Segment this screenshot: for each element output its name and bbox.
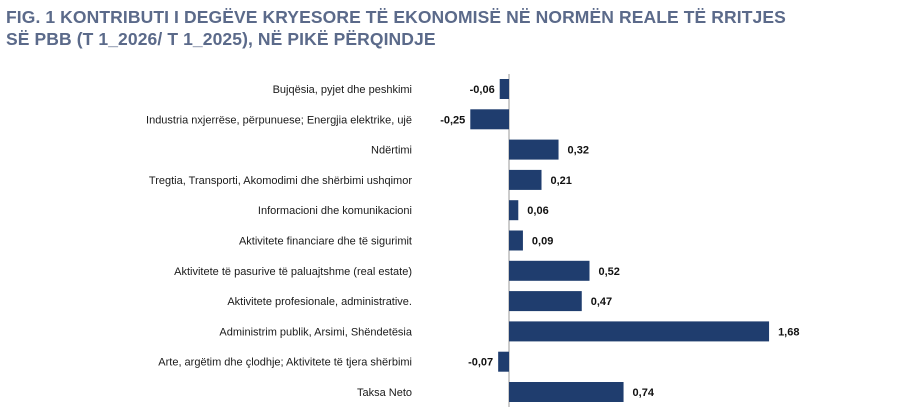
data-label: 0,09 — [532, 236, 553, 248]
data-label: 0,21 — [551, 175, 572, 187]
data-label: 0,52 — [598, 266, 619, 278]
bar — [509, 260, 590, 281]
bar — [509, 321, 770, 342]
data-label: 0,06 — [527, 205, 548, 217]
bar — [499, 79, 509, 99]
data-label: 0,74 — [633, 387, 655, 399]
category-label: Bujqësia, pyjet dhe peshkimi — [273, 84, 412, 96]
bar — [509, 139, 559, 160]
category-label: Industria nxjerrëse, përpunuese; Energji… — [146, 114, 412, 126]
data-label: -0,06 — [470, 84, 495, 96]
bar — [509, 291, 582, 312]
data-label: -0,07 — [468, 357, 493, 369]
bar — [470, 109, 509, 130]
data-label: 0,32 — [568, 145, 589, 157]
data-label: 1,68 — [778, 326, 799, 338]
chart-title: FIG. 1 KONTRIBUTI I DEGËVE KRYESORE TË E… — [6, 6, 886, 50]
category-label: Aktivitete financiare dhe të sigurimit — [239, 236, 412, 248]
category-label: Ndërtimi — [371, 145, 412, 157]
data-label: 0,47 — [591, 296, 612, 308]
bar — [509, 200, 519, 221]
data-label: -0,25 — [440, 114, 465, 126]
bar — [498, 351, 509, 372]
chart-title-line-2: SË PBB (T 1_2026/ T 1_2025), NË PIKË PËR… — [6, 29, 436, 49]
bar — [509, 230, 523, 251]
bar — [509, 169, 542, 190]
category-label: Aktivitete të pasurive të paluajtshme (r… — [174, 266, 412, 278]
category-label: Informacioni dhe komunikacioni — [258, 205, 412, 217]
category-label: Administrim publik, Arsimi, Shëndetësia — [219, 326, 412, 338]
category-label: Aktivitete profesionale, administrative. — [227, 296, 412, 308]
chart-title-line-1: FIG. 1 KONTRIBUTI I DEGËVE KRYESORE TË E… — [6, 7, 786, 27]
category-label: Arte, argëtim dhe çlodhje; Aktivitete të… — [158, 357, 412, 369]
bar — [509, 382, 624, 402]
category-label: Tregtia, Transporti, Akomodimi dhe shërb… — [149, 175, 412, 187]
category-label: Taksa Neto — [357, 387, 412, 399]
